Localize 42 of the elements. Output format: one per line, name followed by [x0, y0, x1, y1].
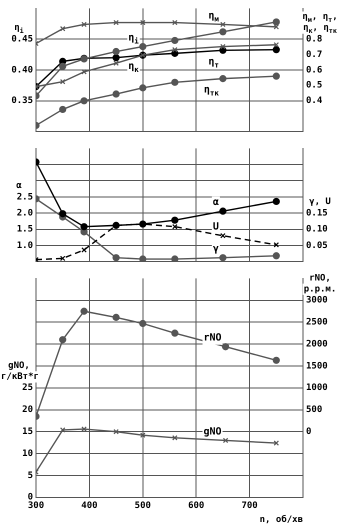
y2-tick-label: 0.4 — [306, 96, 323, 106]
x-tick-label: 300 — [28, 501, 44, 512]
y2-tick-label: 0.10 — [306, 224, 328, 235]
y2-tick-label: 0.05 — [306, 240, 328, 251]
y2-tick-label: 1000 — [306, 383, 328, 394]
y-tick-label: 25 — [22, 383, 33, 394]
y-tick-label: 2.5 — [16, 192, 33, 202]
y-tick-label: 1.0 — [16, 240, 33, 251]
x-tick-label: 700 — [241, 501, 258, 512]
series-label: U — [212, 222, 219, 233]
y-tick-label: 5 — [28, 470, 33, 481]
y-tick-label: 0.40 — [11, 65, 33, 76]
x-tick-label: 500 — [134, 501, 151, 512]
y2-tick-label: 500 — [306, 405, 322, 416]
y2-tick-label: 0 — [306, 427, 312, 438]
y2-tick-label: 1500 — [306, 361, 328, 372]
y2-tick-label: 2000 — [306, 339, 328, 350]
series-label: gNO — [204, 426, 222, 438]
series-label: α — [212, 197, 219, 208]
x-tick-label: 400 — [81, 501, 98, 512]
x-tick-label: 600 — [188, 501, 204, 512]
y2-axis-title: rNO, р.р.м. — [304, 273, 336, 294]
y2-tick-label: 0.15 — [306, 208, 328, 218]
y-tick-label: 2.0 — [16, 208, 33, 218]
y-tick-label: 20 — [22, 405, 33, 416]
y-tick-label: 0.35 — [11, 96, 33, 106]
y-tick-label: 1.5 — [16, 224, 33, 235]
y2-tick-label: 0.8 — [306, 34, 322, 45]
y2-tick-label: 0.5 — [306, 80, 322, 91]
y-tick-label: 15 — [22, 427, 33, 438]
y-axis-title: gNO, г/кВт*г — [1, 360, 39, 382]
y-tick-label: 10 — [22, 448, 33, 459]
x-axis-title: n, об/хв — [260, 514, 303, 525]
y2-tick-label: 0.6 — [306, 65, 322, 76]
series-label: γ — [212, 244, 219, 255]
series-label: rNO — [204, 332, 222, 344]
y2-tick-label: 3000 — [306, 296, 328, 306]
y2-tick-label: 0.7 — [306, 50, 322, 60]
y2-axis-title: γ, U — [309, 197, 331, 208]
y-axis-title: α — [16, 180, 22, 191]
y2-tick-label: 2500 — [306, 318, 328, 328]
y-tick-label: 0.45 — [11, 34, 33, 45]
